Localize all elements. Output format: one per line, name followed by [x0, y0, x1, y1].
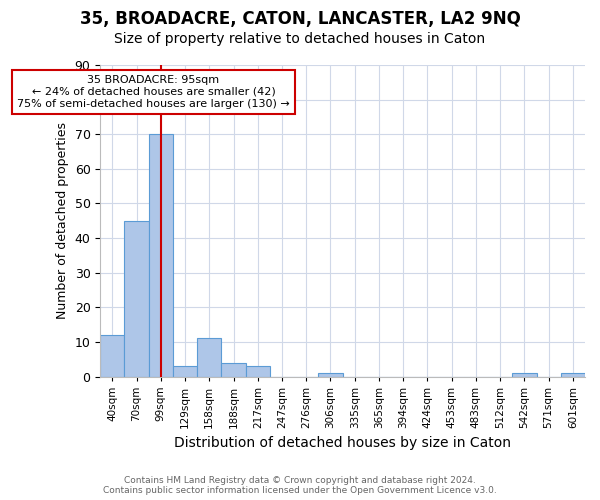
Text: Contains HM Land Registry data © Crown copyright and database right 2024.
Contai: Contains HM Land Registry data © Crown c… [103, 476, 497, 495]
Text: 35 BROADACRE: 95sqm
← 24% of detached houses are smaller (42)
75% of semi-detach: 35 BROADACRE: 95sqm ← 24% of detached ho… [17, 76, 290, 108]
Bar [197, 338, 221, 376]
Bar [561, 373, 585, 376]
Bar [124, 221, 149, 376]
Bar [221, 362, 245, 376]
Bar [245, 366, 270, 376]
Bar [319, 373, 343, 376]
X-axis label: Distribution of detached houses by size in Caton: Distribution of detached houses by size … [174, 436, 511, 450]
Bar [149, 134, 173, 376]
Text: 35, BROADACRE, CATON, LANCASTER, LA2 9NQ: 35, BROADACRE, CATON, LANCASTER, LA2 9NQ [80, 10, 520, 28]
Text: Size of property relative to detached houses in Caton: Size of property relative to detached ho… [115, 32, 485, 46]
Bar [100, 335, 124, 376]
Bar [173, 366, 197, 376]
Bar [512, 373, 536, 376]
Y-axis label: Number of detached properties: Number of detached properties [56, 122, 69, 320]
